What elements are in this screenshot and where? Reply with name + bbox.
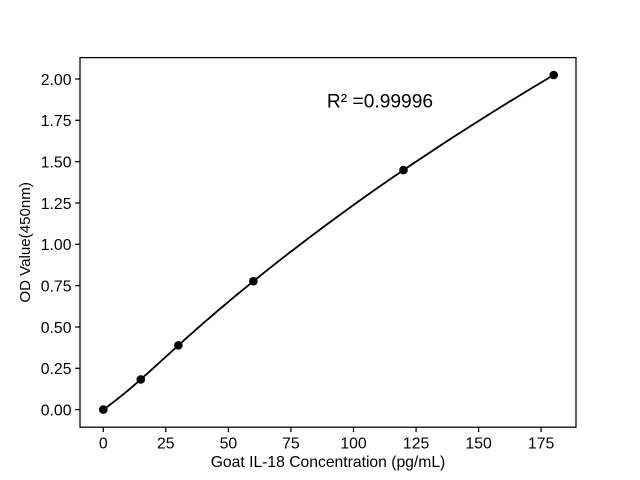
svg-text:175: 175 xyxy=(528,436,555,453)
svg-text:100: 100 xyxy=(340,436,367,453)
svg-text:1.25: 1.25 xyxy=(41,196,72,213)
svg-text:Goat IL-18 Concentration (pg/m: Goat IL-18 Concentration (pg/mL) xyxy=(211,454,446,471)
svg-text:OD Value(450nm): OD Value(450nm) xyxy=(17,182,34,303)
svg-text:50: 50 xyxy=(220,436,238,453)
svg-text:1.00: 1.00 xyxy=(41,237,72,254)
svg-text:0.00: 0.00 xyxy=(41,402,72,419)
svg-text:0.75: 0.75 xyxy=(41,278,72,295)
svg-text:0.50: 0.50 xyxy=(41,320,72,337)
svg-text:0.25: 0.25 xyxy=(41,361,72,378)
svg-text:25: 25 xyxy=(157,436,175,453)
svg-text:1.75: 1.75 xyxy=(41,113,72,130)
svg-text:1.50: 1.50 xyxy=(41,155,72,172)
svg-text:125: 125 xyxy=(403,436,430,453)
svg-text:0: 0 xyxy=(99,436,108,453)
svg-text:R² =0.99996: R² =0.99996 xyxy=(327,92,433,113)
svg-text:150: 150 xyxy=(465,436,492,453)
svg-text:75: 75 xyxy=(282,436,300,453)
svg-text:2.00: 2.00 xyxy=(41,72,72,89)
